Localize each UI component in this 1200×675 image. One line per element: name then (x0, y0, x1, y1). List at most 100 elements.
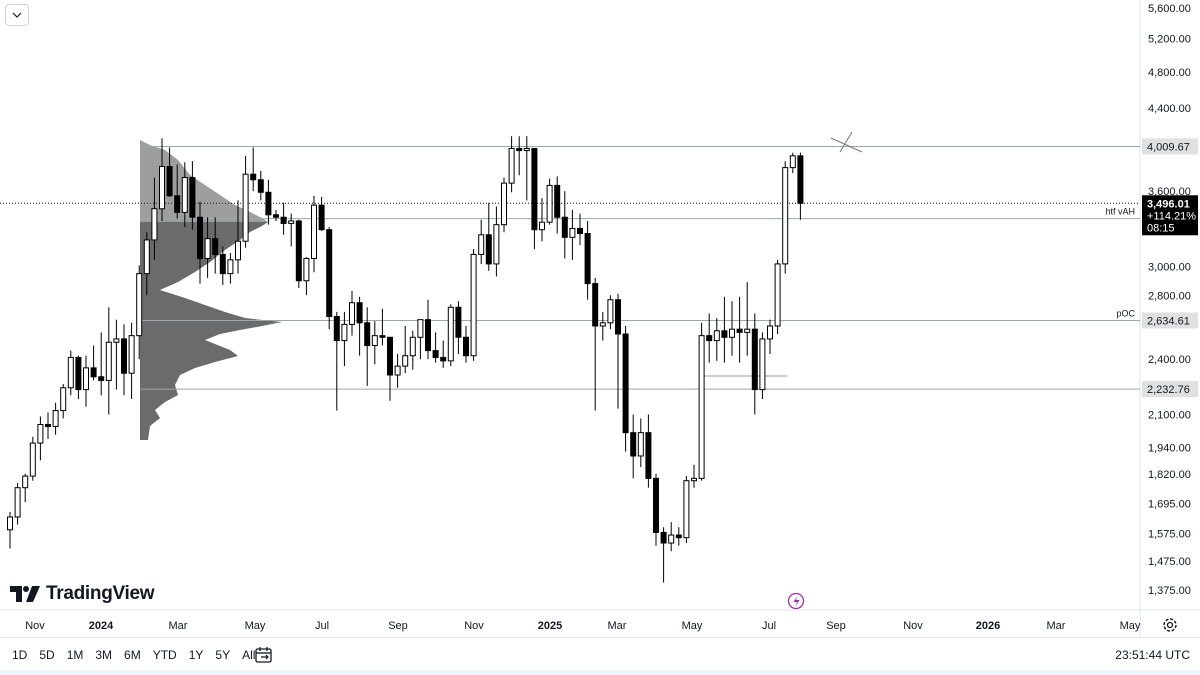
candle-body (789, 155, 796, 169)
candle-body (204, 238, 211, 259)
time-tick-label: Nov (903, 620, 923, 632)
price-tick-label: 3,600.00 (1148, 186, 1191, 198)
tradingview-logo-icon (10, 586, 40, 602)
candle-body (333, 316, 340, 342)
time-tick-label: Nov (25, 620, 45, 632)
time-tick-label: Jul (315, 620, 329, 632)
candle-body (60, 387, 67, 412)
candle-body (546, 184, 553, 223)
candle-body (736, 328, 743, 333)
level-price-badge-0 (1142, 138, 1198, 155)
candle-body (577, 227, 583, 235)
bottom-separator (0, 637, 1200, 638)
candle-body (151, 208, 158, 241)
range-button-5y[interactable]: 5Y (215, 648, 231, 662)
chevron-down-icon (12, 12, 22, 18)
candle-body (660, 531, 667, 544)
time-tick-label: Sep (388, 620, 408, 632)
candle-body (455, 306, 462, 338)
range-button-1d[interactable]: 1D (12, 648, 28, 662)
candle-body (280, 216, 287, 224)
candle-body (485, 234, 492, 265)
candle-body (759, 338, 766, 391)
candle-body (683, 480, 690, 539)
range-button-3m[interactable]: 3M (95, 648, 113, 662)
candle-body (425, 319, 431, 352)
collapse-toggle-button[interactable] (5, 4, 29, 26)
range-button-6m[interactable]: 6M (124, 648, 141, 662)
candle-body (675, 534, 682, 539)
candle-body (105, 341, 112, 381)
price-tick-label: 5,200.00 (1148, 34, 1191, 46)
candle-body (212, 238, 219, 255)
candle-body (159, 166, 165, 210)
candle-body (326, 229, 333, 318)
date-range-calendar-icon[interactable] (252, 643, 276, 667)
time-tick-label: May (245, 620, 266, 632)
candle-body (45, 423, 51, 428)
candle-body (98, 376, 105, 381)
candle-body (257, 179, 264, 193)
candle-body (14, 487, 21, 518)
candle-body (295, 220, 302, 282)
candle-body (265, 191, 272, 216)
candle-body (599, 322, 606, 327)
price-tick-label: 1,820.00 (1148, 469, 1191, 481)
candle-body (235, 240, 241, 261)
candle-body (394, 365, 401, 376)
candle-body (189, 177, 196, 218)
candle-body (227, 259, 234, 275)
level-price-badge-2 (1142, 312, 1198, 329)
settings-gear-icon[interactable] (1160, 615, 1180, 635)
candle-body (371, 335, 378, 347)
range-button-1y[interactable]: 1Y (188, 648, 204, 662)
candle-body (774, 263, 781, 327)
candle-body (303, 257, 310, 282)
candle-body (318, 204, 325, 231)
price-chart[interactable]: htf vAH pOC 5,600.00 5,200.00 4,800.00 4,400.… (0, 0, 1200, 640)
candle-body (349, 302, 355, 325)
time-tick-label: 2024 (89, 620, 114, 632)
candle-body (653, 477, 659, 533)
date-range-buttons: 1D 5D 1M 3M 6M YTD 1Y 5Y All (6, 643, 261, 667)
range-button-ytd[interactable]: YTD (152, 648, 177, 662)
candle-body (539, 221, 545, 231)
candle-body (75, 356, 82, 391)
candle-body (143, 239, 150, 275)
candle-body (622, 333, 629, 434)
cross-annotation (830, 131, 863, 153)
range-button-5d[interactable]: 5D (39, 648, 55, 662)
candle-body (37, 423, 44, 444)
level-price-label-2: 2,634.61 (1147, 315, 1190, 327)
lightning-icon (793, 596, 800, 607)
bottom-toolbar: 1D 5D 1M 3M 6M YTD 1Y 5Y All 23:51:44 UTC (0, 640, 1200, 670)
bottom-edge (0, 670, 1200, 675)
candle-body (508, 147, 515, 184)
candle-body (67, 356, 74, 389)
candle-body (516, 147, 523, 152)
logo-text: TradingView (46, 583, 155, 604)
time-tick-label: Mar (1047, 620, 1066, 632)
candle-body (470, 253, 477, 357)
price-tick-label: 5,600.00 (1148, 3, 1191, 15)
candle-body (128, 335, 135, 374)
level-tag-1: htf vAH (1105, 207, 1135, 217)
candle-body (493, 224, 500, 265)
candle-body (782, 167, 789, 265)
time-tick-label: Mar (608, 620, 627, 632)
candle-body (341, 323, 348, 342)
candle-body (52, 410, 59, 428)
candle-body (250, 173, 257, 181)
range-button-all[interactable]: All (242, 648, 256, 662)
candle-body (90, 367, 97, 378)
current-price-change: +114.21% (1147, 210, 1196, 222)
candle-body (645, 432, 652, 479)
price-tick-label: 2,100.00 (1148, 409, 1191, 421)
level-price-badge-3 (1142, 381, 1198, 398)
level-price-label-0: 4,009.67 (1147, 141, 1190, 153)
utc-clock[interactable]: 23:51:44 UTC (1115, 648, 1190, 662)
range-button-1m[interactable]: 1M (66, 648, 84, 662)
candle-body (721, 330, 728, 338)
time-tick-label: Mar (169, 620, 188, 632)
candle-body (166, 166, 173, 197)
